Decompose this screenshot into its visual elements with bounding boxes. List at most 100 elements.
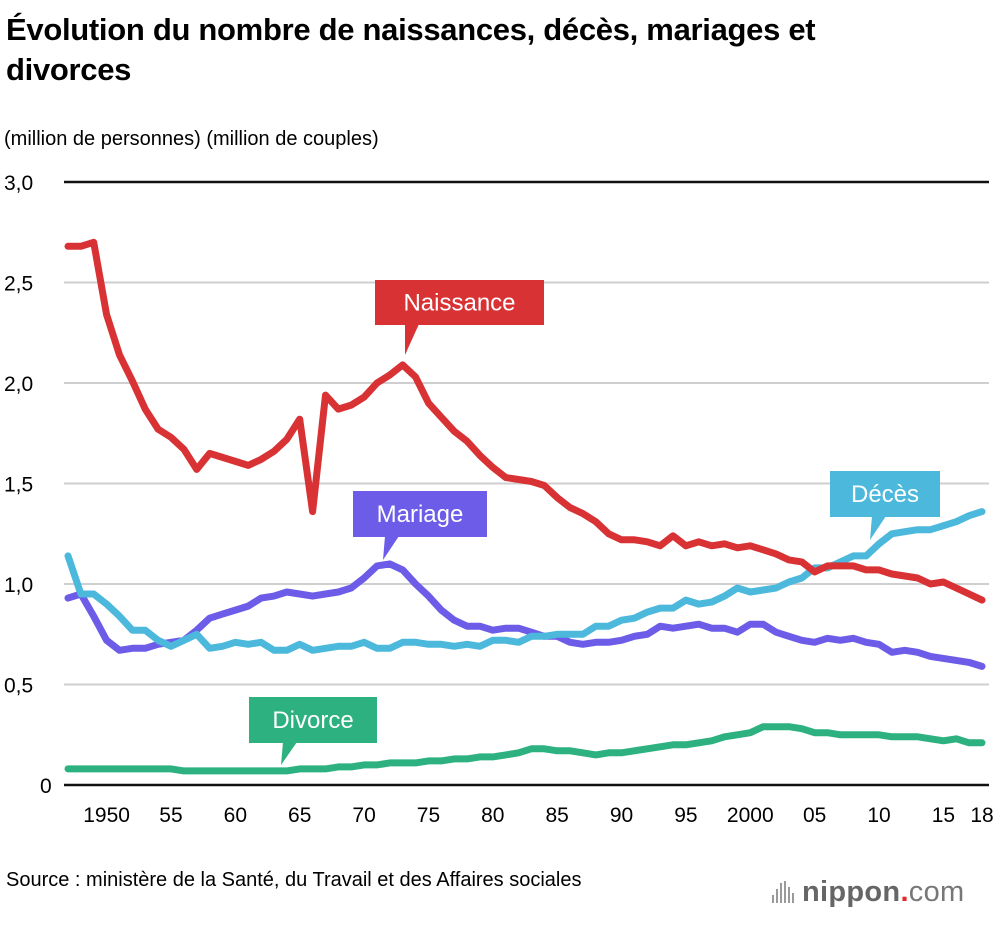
data-point	[439, 759, 443, 763]
data-point	[851, 564, 855, 568]
data-point	[66, 596, 70, 600]
y-tick-label: 3,0	[4, 172, 33, 195]
callout-pointer	[281, 742, 297, 765]
data-point	[632, 616, 636, 620]
data-point	[658, 606, 662, 610]
data-point	[671, 534, 675, 538]
callout-divorce: Divorce	[249, 697, 377, 765]
data-point	[864, 733, 868, 737]
data-point	[748, 590, 752, 594]
data-point	[246, 604, 250, 608]
data-point	[220, 455, 224, 459]
data-point	[697, 741, 701, 745]
nippon-logo[interactable]: nippon.com	[772, 876, 964, 908]
data-point	[426, 642, 430, 646]
data-point	[620, 618, 624, 622]
data-point	[375, 381, 379, 385]
data-point	[929, 528, 933, 532]
data-point	[66, 554, 70, 558]
data-point	[607, 624, 611, 628]
x-tick-label: 55	[159, 804, 182, 827]
data-point	[542, 484, 546, 488]
callout-box	[830, 471, 940, 517]
data-point	[349, 765, 353, 769]
data-point	[504, 638, 508, 642]
data-point	[941, 580, 945, 584]
data-point	[671, 606, 675, 610]
data-point	[349, 403, 353, 407]
data-point	[864, 568, 868, 572]
data-point	[105, 767, 109, 771]
series-label: Mariage	[377, 501, 464, 528]
data-point	[401, 363, 405, 367]
x-tick-label: 85	[546, 804, 569, 827]
data-point	[414, 761, 418, 765]
data-point	[79, 244, 83, 248]
data-point	[349, 644, 353, 648]
data-point	[233, 608, 237, 612]
data-point	[813, 731, 817, 735]
data-point	[838, 733, 842, 737]
data-point	[452, 757, 456, 761]
data-point	[735, 630, 739, 634]
data-point	[697, 622, 701, 626]
data-point	[594, 520, 598, 524]
callout-pointer	[383, 536, 399, 560]
data-point	[388, 562, 392, 566]
data-point	[517, 477, 521, 481]
data-point	[259, 596, 263, 600]
data-point	[813, 570, 817, 574]
data-point	[272, 648, 276, 652]
data-point	[504, 475, 508, 479]
data-point	[414, 582, 418, 586]
data-point	[375, 763, 379, 767]
data-point	[967, 741, 971, 745]
data-point	[298, 417, 302, 421]
data-point	[697, 602, 701, 606]
data-point	[851, 733, 855, 737]
data-point	[143, 628, 147, 632]
x-tick-label: 18	[970, 804, 993, 827]
data-point	[130, 379, 134, 383]
data-point	[851, 554, 855, 558]
source-note: Source : ministère de la Santé, du Trava…	[6, 869, 582, 891]
data-point	[169, 644, 173, 648]
x-tick-label: 65	[288, 804, 311, 827]
data-point	[826, 636, 830, 640]
data-point	[285, 648, 289, 652]
logo-name: nippon	[802, 875, 901, 908]
series-callouts: Naissance Décès Mariage Divorce	[249, 280, 940, 765]
data-point	[452, 644, 456, 648]
series-lines	[64, 238, 986, 775]
data-point	[980, 598, 984, 602]
data-point	[620, 638, 624, 642]
data-point	[748, 731, 752, 735]
callout-box	[249, 697, 377, 743]
data-point	[478, 453, 482, 457]
data-point	[182, 638, 186, 642]
data-point	[182, 447, 186, 451]
y-axis-ticks: 0 0,5 1,0 1,5 2,0 2,5 3,0	[4, 172, 52, 798]
data-point	[671, 626, 675, 630]
data-point	[143, 407, 147, 411]
data-point	[156, 767, 160, 771]
series-line-divorce	[64, 723, 986, 775]
data-point	[388, 761, 392, 765]
data-point	[954, 520, 958, 524]
data-point	[684, 743, 688, 747]
data-point	[761, 725, 765, 729]
logo-suffix: com	[908, 875, 965, 908]
data-point	[658, 745, 662, 749]
data-point	[645, 747, 649, 751]
data-point	[671, 743, 675, 747]
data-point	[246, 463, 250, 467]
data-point	[967, 660, 971, 664]
data-point	[220, 612, 224, 616]
data-point	[542, 634, 546, 638]
data-point	[710, 544, 714, 548]
data-point	[607, 751, 611, 755]
data-point	[632, 538, 636, 542]
data-point	[800, 576, 804, 580]
data-point	[92, 614, 96, 618]
data-point	[774, 630, 778, 634]
